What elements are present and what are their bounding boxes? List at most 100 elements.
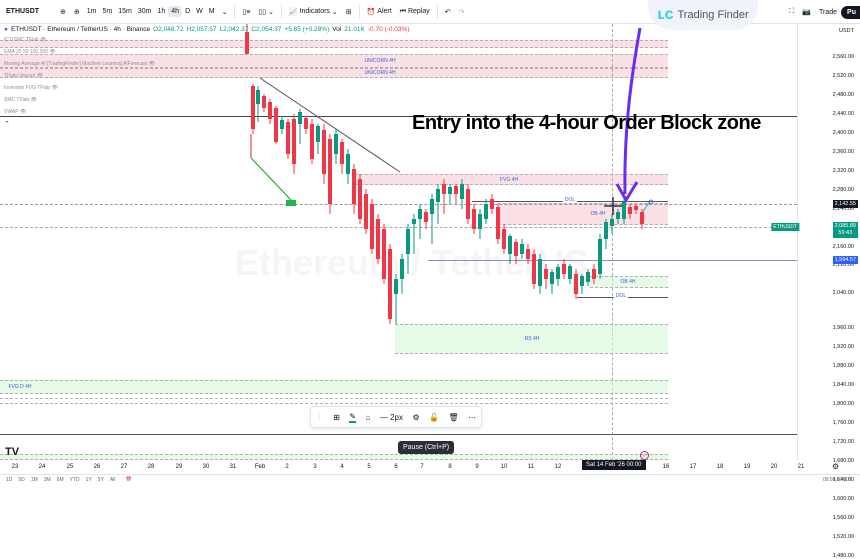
bar-style-icon[interactable]: ▯≡ bbox=[242, 8, 251, 16]
publish-button[interactable]: Pu bbox=[841, 5, 860, 19]
more-icon[interactable]: ⋯ bbox=[468, 412, 477, 422]
alarm-icon: ⏰ bbox=[366, 8, 376, 16]
add-symbol-icon[interactable]: ⊕ bbox=[73, 8, 80, 16]
fullscreen-icon[interactable]: ⛶ bbox=[789, 8, 795, 15]
tf-1h[interactable]: 1h bbox=[157, 8, 166, 15]
range-button[interactable]: 1D bbox=[6, 476, 13, 483]
time-tick: 5 bbox=[367, 464, 371, 470]
clock-label: 09:00:17 UTC bbox=[822, 476, 854, 483]
candles-icon[interactable]: ▯▯ ⌄ bbox=[258, 8, 274, 16]
annotation-text: Entry into the 4-hour Order Block zone bbox=[412, 112, 761, 134]
time-tick: 21 bbox=[797, 464, 805, 470]
indicator-row[interactable]: Moving Average AI [TradingFinder] Machin… bbox=[4, 60, 409, 69]
price-axis[interactable]: USDT 2,560.00 2,520.00 2,480.00 2,440.00 2,4… bbox=[797, 24, 860, 559]
chart-legend: ● ETHUSDT · Ethereum / TetherUS · 4h · B… bbox=[4, 26, 409, 129]
range-button[interactable]: 6M bbox=[56, 476, 64, 483]
tf-1m[interactable]: 1m bbox=[86, 8, 97, 15]
range-button[interactable]: 1Y bbox=[85, 476, 92, 483]
price-tick: 2,560.00 bbox=[832, 54, 854, 60]
current-price-line bbox=[0, 227, 797, 228]
drag-handle-icon[interactable]: ⋮ bbox=[315, 412, 324, 422]
range-button[interactable]: YTD bbox=[69, 476, 80, 483]
indicator-row[interactable]: VWAP 👁 bbox=[4, 108, 409, 117]
tooltip: Pause (Ctrl+P) bbox=[398, 441, 455, 454]
level-price-label: 1,994.57 bbox=[832, 256, 858, 264]
indicator-row[interactable]: SMC TFlab 👁 bbox=[4, 96, 409, 105]
template-icon[interactable]: ⊞ bbox=[333, 412, 340, 422]
replay-marker-icon[interactable]: ⚡ bbox=[640, 451, 649, 460]
legend-title[interactable]: ETHUSDT · Ethereum / TetherUS · 4h · Bin… bbox=[10, 26, 151, 33]
tf-d[interactable]: D bbox=[185, 8, 191, 15]
trendlines bbox=[245, 24, 654, 324]
tf-15m[interactable]: 15m bbox=[118, 8, 132, 15]
alert-button[interactable]: ⏰ Alert bbox=[363, 0, 396, 24]
range-button[interactable]: 5D bbox=[18, 476, 25, 483]
fill-color-icon[interactable]: ⌂ bbox=[365, 412, 371, 422]
indicators-label: Indicators bbox=[299, 8, 330, 15]
time-axis[interactable]: 23 24 25 26 27 28 29 30 31 Feb 2 3 4 5 6 7 8 9 10 11 12 16 17 1… bbox=[0, 460, 805, 474]
eye-icon[interactable]: 👁 bbox=[36, 73, 44, 79]
trade-button[interactable]: Trade bbox=[819, 8, 838, 16]
tf-4h[interactable]: 4h bbox=[168, 6, 183, 17]
eye-icon[interactable]: 👁 bbox=[40, 37, 47, 43]
range-button[interactable]: 3M bbox=[43, 476, 51, 483]
eye-icon[interactable]: 👁 bbox=[30, 97, 37, 103]
price-tick: 2,320.00 bbox=[832, 168, 854, 174]
price-tick: 1,920.00 bbox=[832, 344, 854, 350]
tf-30m[interactable]: 30m bbox=[137, 8, 152, 15]
time-tick: 10 bbox=[500, 464, 508, 470]
zone-label: OB 4H bbox=[590, 211, 606, 217]
pencil-color-icon[interactable]: ✎ bbox=[349, 411, 357, 423]
chart-canvas[interactable]: Ethereum / TetherUS UNICORN 4H UNICORN 4… bbox=[0, 24, 797, 460]
collapse-legend-button[interactable]: ⌃ bbox=[4, 121, 10, 128]
time-tick: 17 bbox=[689, 464, 697, 470]
time-tick: 30 bbox=[202, 464, 210, 470]
time-tick: 29 bbox=[175, 464, 183, 470]
eye-icon[interactable]: 👁 bbox=[148, 61, 155, 67]
indicators-button[interactable]: 📈 Indicators ⌄ bbox=[288, 8, 338, 16]
settings-icon[interactable]: ⚙ bbox=[412, 412, 420, 422]
chevron-down-icon[interactable]: ⌄ bbox=[221, 8, 228, 16]
time-tick: 9 bbox=[475, 464, 479, 470]
indicator-row[interactable]: ICT/SMC TFlab 👁 bbox=[4, 36, 409, 45]
indicator-row[interactable]: TFlab Unicorn 👁 bbox=[4, 72, 409, 81]
lock-icon[interactable]: 🔓 bbox=[429, 412, 440, 422]
range-button[interactable]: All bbox=[109, 476, 116, 483]
ob-zone-green: OB 4H bbox=[590, 276, 668, 288]
time-tick: 8 bbox=[448, 464, 452, 470]
price-tick: 2,240.00 bbox=[832, 206, 854, 212]
price-tick: 2,360.00 bbox=[832, 149, 854, 155]
indicator-row[interactable]: EMA 20 50 100 200 👁 bbox=[4, 48, 409, 57]
time-tick: 28 bbox=[147, 464, 155, 470]
templates-icon[interactable]: ⊞ bbox=[345, 8, 352, 16]
settings-icon[interactable]: ⚙ bbox=[832, 462, 840, 471]
legend-low: L2,042.37 bbox=[219, 26, 249, 33]
indicator-label: ICT/SMC TFlab bbox=[4, 37, 39, 43]
price-tick: 2,400.00 bbox=[832, 130, 854, 136]
tf-5m[interactable]: 5m bbox=[102, 8, 113, 15]
legend-vol-change: -0.70 (-0.03%) bbox=[367, 26, 410, 33]
eye-icon[interactable]: 👁 bbox=[51, 85, 58, 91]
range-button[interactable]: 1M bbox=[30, 476, 38, 483]
trash-icon[interactable]: 🗑 bbox=[448, 412, 459, 422]
price-tick: 2,160.00 bbox=[832, 244, 854, 250]
indicator-row[interactable]: Inversion FVG TFlab 👁 bbox=[4, 84, 409, 93]
line-width-button[interactable]: — 2px bbox=[379, 412, 403, 422]
level-line-blue bbox=[428, 260, 797, 261]
redo-icon[interactable]: ↷ bbox=[458, 8, 465, 16]
time-tick: 11 bbox=[527, 464, 535, 470]
symbol-search[interactable]: ETHUSDT bbox=[6, 8, 40, 15]
calendar-icon[interactable]: 📅 bbox=[125, 476, 132, 483]
currency-label[interactable]: USDT bbox=[839, 28, 854, 34]
tf-m[interactable]: M bbox=[208, 8, 215, 15]
eye-icon[interactable]: 👁 bbox=[49, 49, 56, 55]
replay-button[interactable]: ⏮ Replay bbox=[396, 0, 434, 24]
indicators-icon: 📈 bbox=[288, 8, 298, 16]
eye-icon[interactable]: 👁 bbox=[19, 109, 27, 115]
tf-w[interactable]: W bbox=[196, 8, 203, 15]
undo-icon[interactable]: ↶ bbox=[444, 8, 451, 16]
range-button[interactable]: 5Y bbox=[97, 476, 104, 483]
camera-icon[interactable]: 📷 bbox=[802, 9, 812, 16]
compare-icon[interactable]: ⊕ bbox=[60, 8, 66, 16]
time-tick: 31 bbox=[229, 464, 237, 470]
